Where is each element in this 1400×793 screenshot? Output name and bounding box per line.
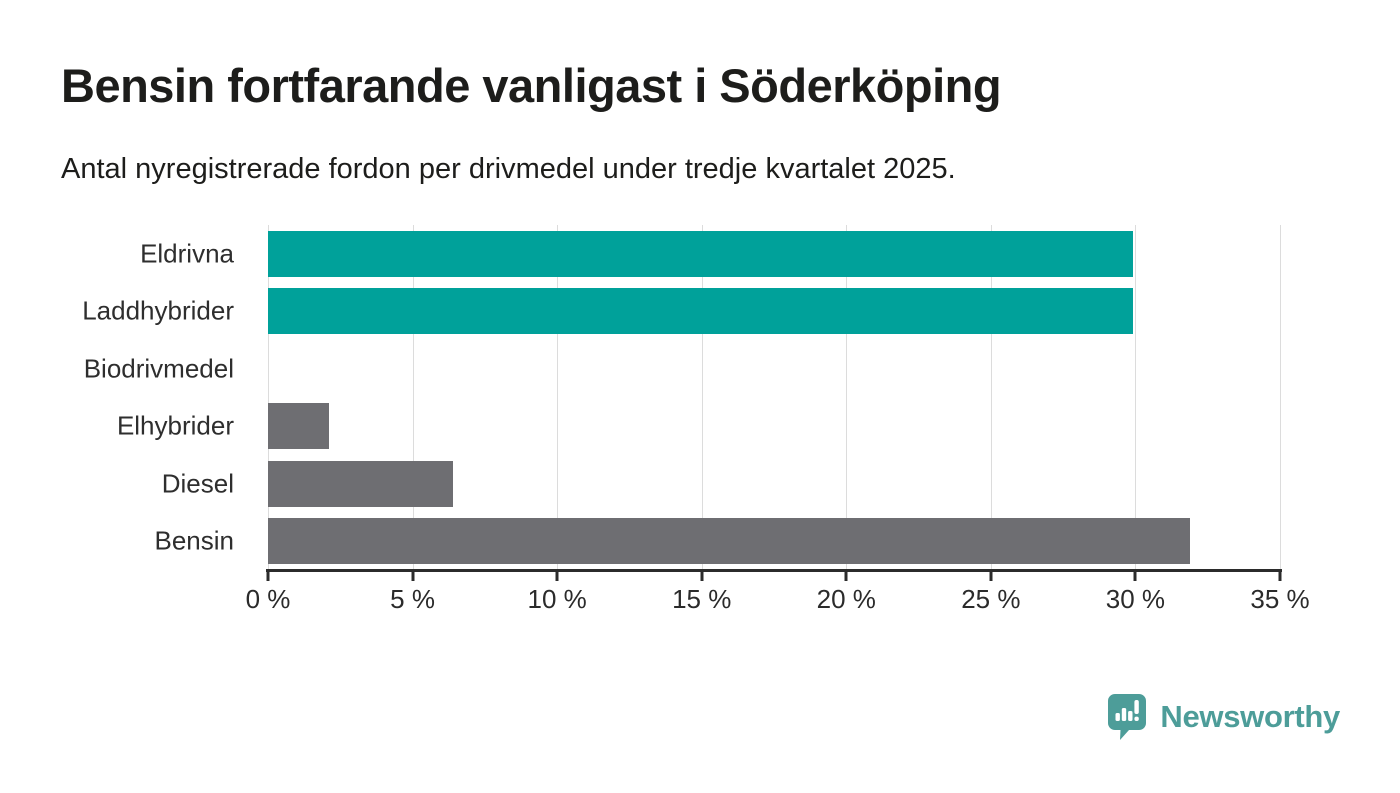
newsworthy-logo-text: Newsworthy xyxy=(1160,699,1340,734)
chart-title: Bensin fortfarande vanligast i Söderköpi… xyxy=(61,59,1002,112)
gridline-20 xyxy=(846,225,848,570)
plot-area xyxy=(268,225,1281,570)
category-label-eldrivna: Eldrivna xyxy=(140,238,234,269)
logo-bar-small xyxy=(1115,713,1121,721)
x-tick-25 xyxy=(989,572,993,581)
newsworthy-logo-icon xyxy=(1108,694,1147,740)
x-tick-label-35: 35 % xyxy=(1250,584,1310,614)
gridline-10 xyxy=(557,225,559,570)
category-label-bensin: Bensin xyxy=(154,525,235,556)
category-label-elhybrider: Elhybrider xyxy=(116,410,234,441)
newsworthy-branding: Newsworthy xyxy=(1107,693,1340,741)
x-tick-label-20: 20 % xyxy=(816,584,876,614)
category-label-biodrivmedel: Biodrivmedel xyxy=(83,353,234,384)
x-tick-label-25: 25 % xyxy=(961,584,1021,614)
bar-laddhybrider xyxy=(268,288,1133,335)
gridline-0 xyxy=(268,225,269,570)
category-axis-labels: Eldrivna Laddhybrider Biodrivmedel Elhybrid… xyxy=(0,225,252,570)
x-tick-label-15: 15 % xyxy=(672,584,732,614)
gridline-5 xyxy=(412,225,414,570)
x-tick-0 xyxy=(266,572,270,581)
logo-exclamation-dot xyxy=(1134,716,1140,721)
x-tick-10 xyxy=(555,572,559,581)
gridline-30 xyxy=(1135,225,1137,570)
x-tick-35 xyxy=(1278,572,1282,581)
x-tick-30 xyxy=(1133,572,1137,581)
x-tick-20 xyxy=(844,572,848,581)
x-axis-line xyxy=(266,569,1282,572)
x-tick-label-10: 10 % xyxy=(527,584,587,614)
gridline-25 xyxy=(990,225,992,570)
bar-eldrivna xyxy=(268,230,1133,277)
x-tick-label-0: 0 % xyxy=(245,584,291,614)
category-label-diesel: Diesel xyxy=(161,468,234,499)
logo-exclamation-stroke xyxy=(1134,700,1140,714)
logo-bar-tall xyxy=(1122,708,1127,721)
bar-bensin xyxy=(268,518,1191,565)
gridline-35 xyxy=(1280,225,1281,570)
gridline-15 xyxy=(701,225,703,570)
logo-bar-medium xyxy=(1128,711,1133,721)
chart-subtitle: Antal nyregistrerade fordon per drivmede… xyxy=(61,153,956,185)
category-label-laddhybrider: Laddhybrider xyxy=(82,295,234,326)
bar-elhybrider xyxy=(268,403,329,450)
x-tick-5 xyxy=(411,572,415,581)
x-tick-label-30: 30 % xyxy=(1105,584,1166,614)
x-tick-15 xyxy=(700,572,704,581)
bar-diesel xyxy=(268,460,454,507)
x-tick-label-5: 5 % xyxy=(390,584,435,614)
